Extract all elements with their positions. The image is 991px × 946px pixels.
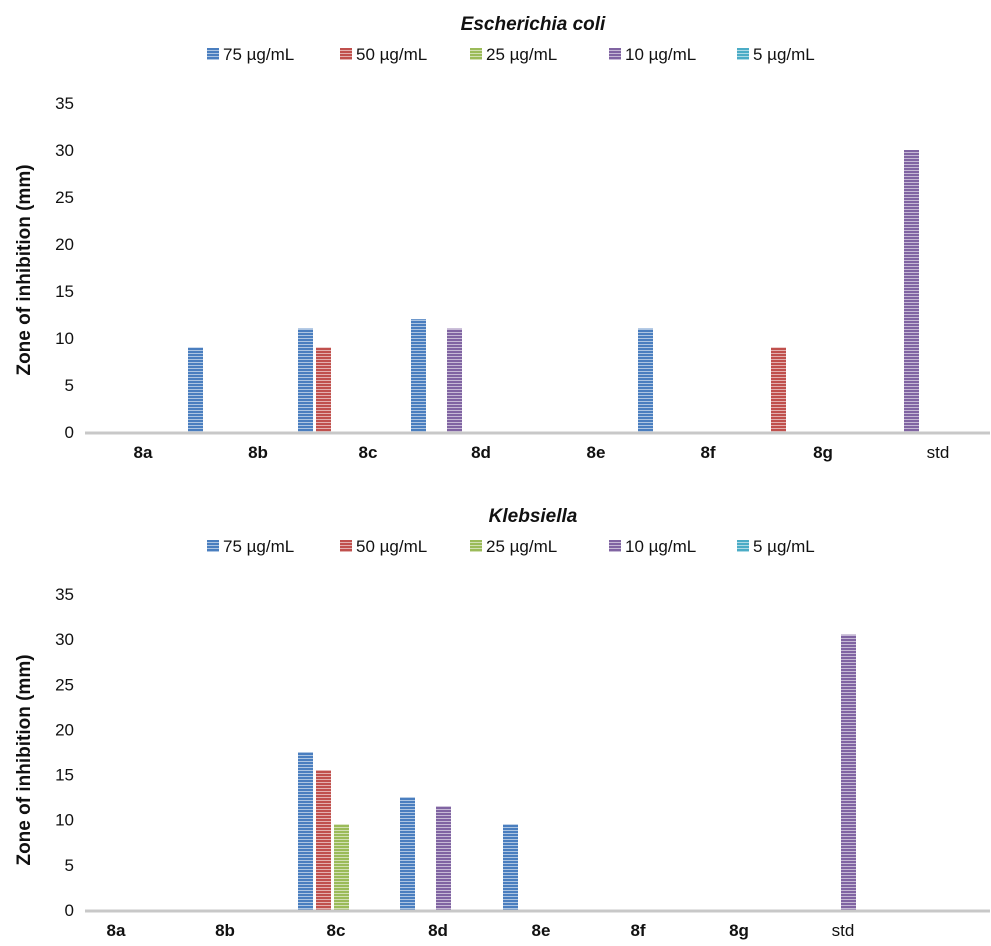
legend-swatch <box>737 540 749 552</box>
x-tick-label: std <box>832 921 855 940</box>
y-tick-label: 5 <box>65 376 74 395</box>
bar <box>316 347 331 432</box>
bar <box>841 634 856 910</box>
bar <box>436 806 451 910</box>
bar <box>298 328 313 432</box>
y-tick-label: 20 <box>55 720 74 739</box>
y-tick-label: 0 <box>65 423 74 442</box>
y-tick-label: 10 <box>55 329 74 348</box>
legend-label: 5 µg/mL <box>753 45 815 64</box>
legend: 75 µg/mL 50 µg/mL 25 µg/mL 10 µg/mL 5 µg/mL <box>207 537 815 556</box>
bar <box>411 319 426 432</box>
legend-label: 50 µg/mL <box>356 45 427 64</box>
legend-label: 75 µg/mL <box>223 537 294 556</box>
y-tick-labels: 0 5 10 15 20 25 30 35 <box>55 94 74 442</box>
x-tick-label: 8b <box>248 443 268 462</box>
bar <box>771 347 786 432</box>
x-tick-label: 8f <box>630 921 645 940</box>
y-tick-label: 25 <box>55 675 74 694</box>
y-tick-labels: 0 5 10 15 20 25 30 35 <box>55 585 74 920</box>
y-axis-label: Zone of inhibition (mm) <box>14 654 35 865</box>
legend-label: 10 µg/mL <box>625 537 696 556</box>
bar <box>904 150 919 432</box>
chart-title: Klebsiella <box>489 506 578 527</box>
y-tick-label: 35 <box>55 585 74 604</box>
category-labels: 8a 8b 8c 8d 8e 8f 8g std <box>107 921 855 940</box>
y-tick-label: 15 <box>55 282 74 301</box>
bars <box>298 634 856 910</box>
y-tick-label: 10 <box>55 811 74 830</box>
bar <box>188 347 203 432</box>
chart-title: Escherichia coli <box>461 14 606 35</box>
legend-swatch <box>340 48 352 60</box>
chart-klebsiella: Klebsiella 75 µg/mL 50 µg/mL 25 µg/mL 10 µg… <box>14 506 990 940</box>
bar <box>447 328 462 432</box>
y-tick-label: 0 <box>65 901 74 920</box>
x-tick-label: 8c <box>327 921 346 940</box>
legend-swatch <box>470 540 482 552</box>
bar <box>638 328 653 432</box>
x-tick-label: std <box>927 443 950 462</box>
legend-swatch <box>609 540 621 552</box>
legend-label: 10 µg/mL <box>625 45 696 64</box>
legend-swatch <box>470 48 482 60</box>
x-tick-label: 8c <box>359 443 378 462</box>
bar <box>334 824 349 910</box>
bar <box>298 752 313 910</box>
bar <box>503 824 518 910</box>
bar <box>316 770 331 910</box>
y-tick-label: 25 <box>55 188 74 207</box>
x-tick-label: 8d <box>471 443 491 462</box>
y-tick-label: 35 <box>55 94 74 113</box>
legend-swatch <box>340 540 352 552</box>
x-tick-label: 8e <box>587 443 606 462</box>
x-tick-label: 8e <box>532 921 551 940</box>
x-tick-label: 8g <box>729 921 749 940</box>
y-tick-label: 15 <box>55 766 74 785</box>
legend-label: 75 µg/mL <box>223 45 294 64</box>
legend-swatch <box>207 48 219 60</box>
x-tick-label: 8g <box>813 443 833 462</box>
legend-label: 25 µg/mL <box>486 537 557 556</box>
legend-swatch <box>207 540 219 552</box>
x-tick-label: 8d <box>428 921 448 940</box>
y-tick-label: 30 <box>55 141 74 160</box>
y-axis-label: Zone of inhibition (mm) <box>14 164 35 375</box>
x-tick-label: 8a <box>134 443 153 462</box>
legend-label: 25 µg/mL <box>486 45 557 64</box>
legend-swatch <box>737 48 749 60</box>
legend-label: 5 µg/mL <box>753 537 815 556</box>
legend-swatch <box>609 48 621 60</box>
legend-label: 50 µg/mL <box>356 537 427 556</box>
bar <box>400 797 415 910</box>
x-tick-label: 8a <box>107 921 126 940</box>
y-tick-label: 20 <box>55 235 74 254</box>
x-tick-label: 8f <box>700 443 715 462</box>
bars <box>188 150 919 432</box>
category-labels: 8a 8b 8c 8d 8e 8f 8g std <box>134 443 950 462</box>
y-tick-label: 5 <box>65 856 74 875</box>
legend: 75 µg/mL 50 µg/mL 25 µg/mL 10 µg/mL 5 µg/mL <box>207 45 815 64</box>
chart-escherichia-coli: Escherichia coli 75 µg/mL 50 µg/mL 25 µg/m… <box>14 14 990 462</box>
y-tick-label: 30 <box>55 630 74 649</box>
x-tick-label: 8b <box>215 921 235 940</box>
